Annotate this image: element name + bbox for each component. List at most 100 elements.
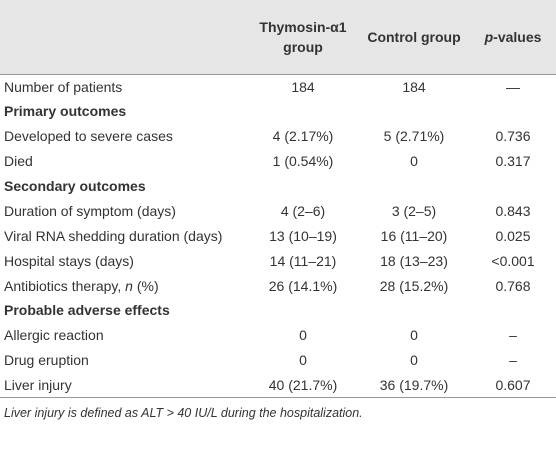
text: 3 (2–5) xyxy=(391,202,437,219)
cell: 26 (14.1%) xyxy=(248,273,358,298)
data-row: Number of patients 184 184 — xyxy=(0,74,556,99)
section-row: Primary outcomes xyxy=(0,99,556,124)
cell: 36 (19.7%) xyxy=(358,373,470,398)
cell: 4 (2.17%) xyxy=(248,124,358,149)
text: 13 (10–19) xyxy=(269,227,337,244)
text: Died xyxy=(4,153,33,170)
text: 28 (15.2%) xyxy=(379,277,449,294)
row-label: Antibiotics therapy, n (%) xyxy=(0,273,248,298)
section-row: Probable adverse effects xyxy=(0,298,556,323)
data-row: Allergic reaction 0 0 – xyxy=(0,323,556,348)
text: 0 xyxy=(410,352,418,369)
text: Viral RNA shedding duration (days) xyxy=(4,227,223,244)
text: Hospital stays (days) xyxy=(4,252,134,269)
row-label: Duration of symptom (days) xyxy=(0,198,248,223)
data-row: Developed to severe cases 4 (2.17%) 5 (2.7… xyxy=(0,124,556,149)
text: Antibiotics therapy, xyxy=(4,277,126,294)
cell: 14 (11–21) xyxy=(248,248,358,273)
cell: 184 xyxy=(248,74,358,99)
data-row: Died 1 (0.54%) 0 0.317 xyxy=(0,149,556,174)
row-label: Liver injury xyxy=(0,373,248,398)
text: 0.843 xyxy=(495,202,531,219)
text: 0.025 xyxy=(495,227,531,244)
cell: 40 (21.7%) xyxy=(248,373,358,398)
text: Number of patients xyxy=(4,78,123,95)
text: 184 xyxy=(291,78,315,95)
data-row: Antibiotics therapy, n (%) 26 (14.1%) 28 (… xyxy=(0,273,556,298)
text: Drug eruption xyxy=(4,352,89,369)
cell: 1 (0.54%) xyxy=(248,149,358,174)
header-cell: Control group xyxy=(358,0,470,74)
cell: 0.317 xyxy=(470,149,556,174)
text: 184 xyxy=(402,78,426,95)
text: 0.607 xyxy=(495,376,531,393)
text: Thymosin-α1 group xyxy=(259,18,347,55)
data-row: Hospital stays (days) 14 (11–21) 18 (13–23… xyxy=(0,248,556,273)
section-header: Secondary outcomes xyxy=(4,178,146,194)
data-row: Drug eruption 0 0 – xyxy=(0,348,556,373)
header-row: Thymosin-α1 group Control group p-values xyxy=(0,0,556,74)
row-label: Viral RNA shedding duration (days) xyxy=(0,223,248,248)
text: (%) xyxy=(132,277,159,294)
cell: 184 xyxy=(358,74,470,99)
row-label: Number of patients xyxy=(0,74,248,99)
table-body: Number of patients 184 184 — Primary outcome… xyxy=(0,74,556,398)
cell: 0.607 xyxy=(470,373,556,398)
text: Allergic reaction xyxy=(4,327,104,344)
cell: 5 (2.71%) xyxy=(358,124,470,149)
cell: <0.001 xyxy=(470,248,556,273)
text: 26 (14.1%) xyxy=(268,277,338,294)
data-row: Viral RNA shedding duration (days) 13 (10… xyxy=(0,223,556,248)
text: 18 (13–23) xyxy=(380,252,448,269)
text: 0.736 xyxy=(495,128,531,145)
data-row: Duration of symptom (days) 4 (2–6) 3 (2–5)… xyxy=(0,198,556,223)
cell: – xyxy=(470,348,556,373)
text: 4 (2–6) xyxy=(280,202,326,219)
text: <0.001 xyxy=(491,252,535,269)
text: 4 (2.17%) xyxy=(272,128,334,145)
text: 0 xyxy=(299,327,307,344)
header-cell: p-values xyxy=(470,0,556,74)
cell: 28 (15.2%) xyxy=(358,273,470,298)
row-label: Hospital stays (days) xyxy=(0,248,248,273)
section-row: Secondary outcomes xyxy=(0,174,556,199)
cell: 16 (11–20) xyxy=(358,223,470,248)
cell: 0 xyxy=(358,348,470,373)
cell: 0 xyxy=(358,323,470,348)
text: — xyxy=(506,78,520,95)
cell: 0 xyxy=(248,323,358,348)
cell: 0 xyxy=(358,149,470,174)
cell: 3 (2–5) xyxy=(358,198,470,223)
section-header: Primary outcomes xyxy=(4,103,127,120)
cell: — xyxy=(470,74,556,99)
header-cell xyxy=(0,0,248,74)
cell: 18 (13–23) xyxy=(358,248,470,273)
text: 36 (19.7%) xyxy=(379,376,449,393)
text: n xyxy=(125,277,133,294)
text: 5 (2.71%) xyxy=(383,128,445,145)
text: 0 xyxy=(410,327,418,344)
text: Control group xyxy=(367,28,461,45)
text: Developed to severe cases xyxy=(4,128,173,145)
text: -values xyxy=(493,28,542,45)
cell: 0.768 xyxy=(470,273,556,298)
text: Duration of symptom (days) xyxy=(4,202,176,219)
header-cell: Thymosin-α1 group xyxy=(248,0,358,74)
text: 0.768 xyxy=(495,277,531,294)
cell: 0.025 xyxy=(470,223,556,248)
text: Liver injury xyxy=(4,376,72,393)
row-label: Allergic reaction xyxy=(0,323,248,348)
data-row: Liver injury 40 (21.7%) 36 (19.7%) 0.607 xyxy=(0,373,556,398)
text: 0 xyxy=(410,153,418,170)
text: 0 xyxy=(299,352,307,369)
cell: 13 (10–19) xyxy=(248,223,358,248)
cell: 0 xyxy=(248,348,358,373)
text: 40 (21.7%) xyxy=(268,376,338,393)
row-label: Developed to severe cases xyxy=(0,124,248,149)
text: – xyxy=(509,327,517,344)
text: p xyxy=(484,28,494,45)
text: 1 (0.54%) xyxy=(272,153,334,170)
cell: – xyxy=(470,323,556,348)
table-header: Thymosin-α1 group Control group p-values xyxy=(0,0,556,74)
